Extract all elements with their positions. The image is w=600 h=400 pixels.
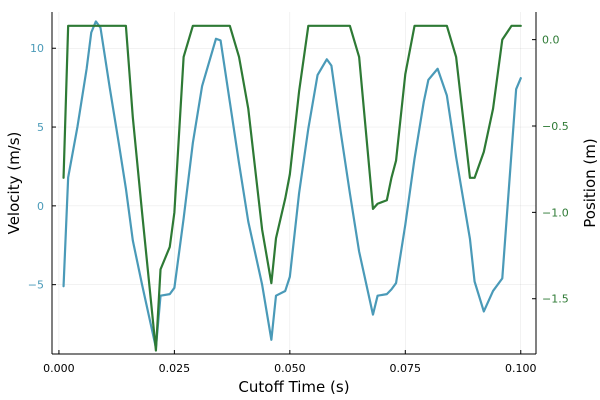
x-tick-label-2: 0.050 [274,362,306,375]
left-axis-title: Velocity (m/s) [5,132,23,235]
left-tick-label-3: 10 [30,42,44,55]
position-series-line [62,24,522,352]
right-tick-label-0: −1.5 [542,293,569,306]
right-axis-title: Position (m) [581,138,599,228]
left-tick-label-2: 5 [37,121,44,134]
x-tick-label-1: 0.025 [159,362,191,375]
x-tick-label-4: 0.100 [505,362,537,375]
series-layer [62,20,522,352]
velocity-series-line [62,20,522,349]
right-tick-label-3: 0.0 [542,34,560,47]
left-tick-label-1: 0 [37,200,44,213]
right-tick-label-1: −1.0 [542,206,569,219]
x-tick-label-3: 0.075 [390,362,422,375]
grid-layer [52,12,536,354]
x-tick-label-0: 0.000 [43,362,75,375]
x-axis-title: Cutoff Time (s) [238,378,349,396]
left-tick-label-0: −5 [28,279,44,292]
right-tick-label-2: −0.5 [542,120,569,133]
ticks-layer: 0.000 0.025 0.050 0.075 0.100 −5 0 5 10 −1.5 −1.0 −… [28,34,569,375]
